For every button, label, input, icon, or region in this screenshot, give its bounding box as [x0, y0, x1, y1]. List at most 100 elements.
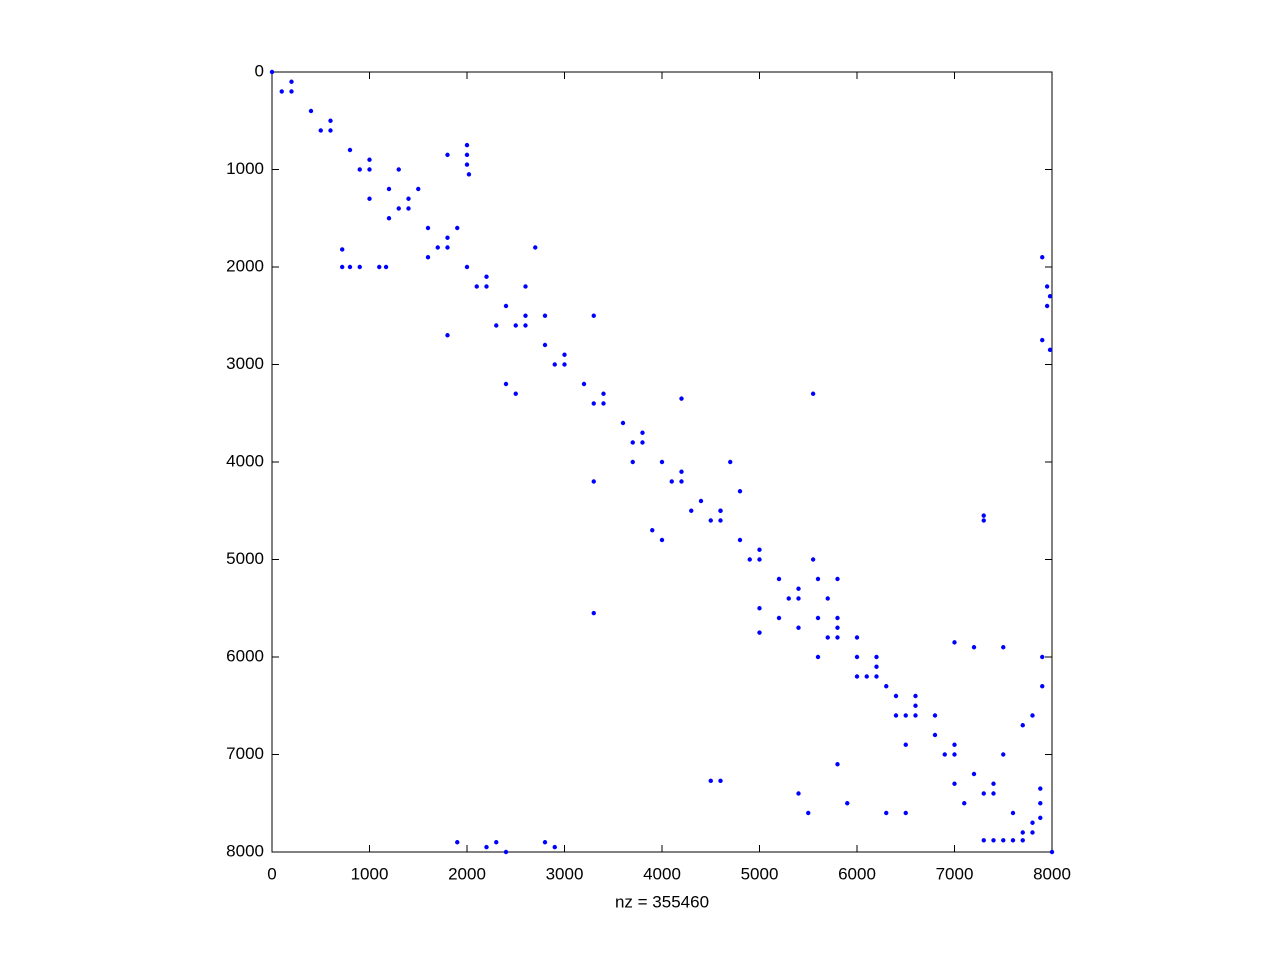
x-axis-label: nz = 355460: [615, 892, 709, 911]
nonzero-dot: [455, 840, 460, 845]
nonzero-dot: [279, 89, 284, 94]
nonzero-dot: [289, 79, 294, 84]
nonzero-dot: [815, 576, 821, 582]
nonzero-dot: [981, 791, 986, 796]
nonzero-dot: [737, 489, 743, 494]
nonzero-dot: [981, 518, 986, 523]
nonzero-dot: [367, 167, 372, 172]
nonzero-dot: [1047, 294, 1053, 299]
nonzero-dot: [308, 108, 314, 114]
nonzero-dot: [347, 264, 353, 270]
nonzero-dot: [484, 274, 489, 279]
nonzero-dot: [1040, 684, 1045, 689]
nonzero-dot: [445, 333, 450, 338]
nonzero-dot: [523, 323, 528, 328]
x-tick-label: 5000: [741, 864, 779, 883]
nonzero-dot: [776, 615, 782, 621]
nonzero-dot: [340, 247, 345, 252]
nonzero-dot: [1020, 838, 1025, 843]
nonzero-dot: [932, 732, 938, 738]
nonzero-dot: [825, 596, 830, 601]
nonzero-dot: [1038, 815, 1043, 821]
nonzero-dot: [340, 264, 345, 270]
nonzero-dot: [854, 674, 860, 679]
nonzero-dot: [269, 69, 275, 75]
nonzero-dot: [903, 713, 908, 718]
nonzero-dot: [835, 635, 840, 640]
nonzero-dot: [991, 838, 996, 843]
nonzero-dot: [913, 703, 918, 708]
nonzero-dot: [689, 508, 694, 513]
nonzero-dot: [991, 781, 996, 786]
nonzero-dot: [932, 713, 938, 718]
nonzero-dot: [552, 844, 557, 850]
nonzero-dot: [494, 840, 499, 845]
nonzero-dot: [289, 89, 294, 94]
nonzero-dot: [679, 396, 684, 401]
nonzero-dot: [542, 840, 548, 845]
y-tick-label: 3000: [226, 354, 264, 373]
nonzero-dot: [698, 498, 704, 504]
nonzero-dot: [484, 284, 489, 289]
nonzero-dot: [416, 186, 421, 192]
nonzero-dot: [383, 264, 389, 270]
nonzero-dot: [728, 459, 733, 465]
nonzero-dot: [1040, 255, 1045, 260]
nonzero-dot: [708, 518, 713, 523]
nonzero-dot: [1044, 284, 1050, 289]
nonzero-dot: [396, 206, 401, 211]
nonzero-dot: [874, 664, 879, 669]
x-tick-label: 8000: [1033, 864, 1071, 883]
nonzero-dot: [893, 713, 899, 718]
nonzero-dot: [747, 557, 752, 562]
nonzero-dot: [991, 791, 996, 796]
nonzero-dot: [757, 630, 762, 635]
nonzero-dot: [884, 810, 889, 816]
x-tick-label: 1000: [351, 864, 389, 883]
nonzero-dot: [825, 635, 830, 640]
y-tick-label: 8000: [226, 841, 264, 860]
nonzero-dot: [650, 528, 655, 533]
nonzero-dot: [1020, 723, 1025, 728]
nonzero-dot: [708, 778, 713, 784]
y-tick-label: 5000: [226, 549, 264, 568]
nonzero-dot: [1040, 654, 1045, 660]
nonzero-dot: [1010, 838, 1016, 843]
y-tick-label: 2000: [226, 256, 264, 275]
nonzero-dot: [513, 391, 518, 396]
nonzero-dot: [942, 752, 947, 757]
nonzero-dot: [757, 557, 762, 562]
nonzero-dot: [386, 186, 392, 192]
nonzero-dot: [884, 684, 889, 689]
y-tick-label: 0: [255, 61, 264, 80]
nonzero-dot: [854, 635, 860, 640]
nonzero-dot: [581, 381, 587, 387]
nonzero-dot: [328, 118, 333, 123]
nonzero-dot: [796, 586, 801, 591]
nonzero-dot: [1030, 830, 1035, 835]
nonzero-dot: [952, 752, 957, 757]
nonzero-dot: [659, 459, 665, 465]
nonzero-dot: [835, 615, 840, 621]
nonzero-dot: [981, 513, 986, 518]
nonzero-dot: [679, 479, 684, 484]
nonzero-dot: [396, 167, 401, 172]
nonzero-dot: [357, 264, 362, 270]
nonzero-dot: [679, 469, 684, 474]
nonzero-dot: [806, 810, 811, 816]
nonzero-dot: [455, 225, 460, 231]
nonzero-dot: [367, 196, 372, 201]
nonzero-dot: [445, 235, 450, 240]
nonzero-dot: [357, 167, 362, 172]
nonzero-dot: [864, 674, 869, 679]
nonzero-dot: [591, 313, 596, 318]
y-tick-label: 1000: [226, 159, 264, 178]
x-tick-label: 6000: [838, 864, 876, 883]
nonzero-dot: [591, 401, 596, 406]
nonzero-dot: [669, 479, 674, 484]
x-tick-label: 0: [267, 864, 276, 883]
nonzero-dot: [474, 284, 479, 289]
nonzero-dot: [962, 801, 967, 806]
nonzero-dot: [981, 838, 986, 843]
